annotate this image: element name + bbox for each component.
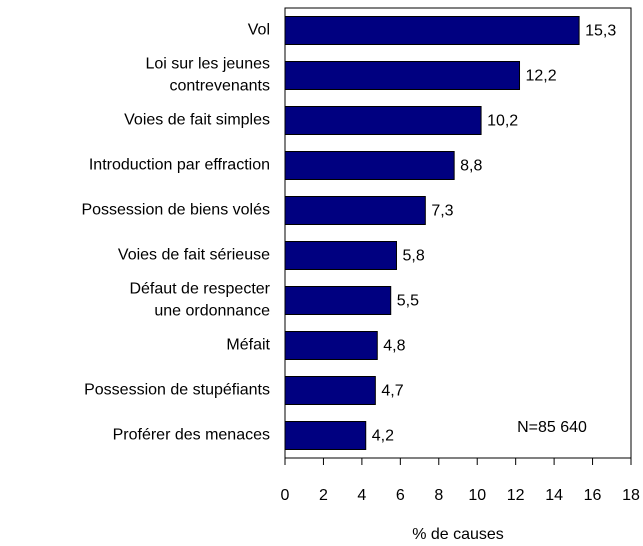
y-tick-label: Défaut de respecter une ordonnance — [129, 281, 270, 320]
x-tick-label: 12 — [507, 487, 525, 504]
bar — [284, 421, 367, 450]
data-label: 4,2 — [372, 428, 394, 445]
x-tick-label: 4 — [357, 487, 366, 504]
y-tick-label: Possession de biens volés — [81, 202, 270, 219]
bar — [284, 196, 426, 225]
data-label: 4,8 — [383, 338, 405, 355]
bar — [284, 16, 580, 45]
x-tick-label: 0 — [281, 487, 290, 504]
y-tick-label: Voies de fait sérieuse — [118, 247, 270, 264]
data-label: 10,2 — [487, 113, 518, 130]
bar — [284, 241, 397, 270]
data-label: 12,2 — [526, 68, 557, 85]
x-tick-label: 18 — [622, 487, 640, 504]
data-label: 15,3 — [585, 23, 616, 40]
bar — [284, 376, 376, 405]
data-label: 8,8 — [460, 158, 482, 175]
bar — [284, 106, 482, 135]
x-tick-label: 8 — [434, 487, 443, 504]
x-tick-label: 2 — [319, 487, 328, 504]
data-label: 7,3 — [431, 203, 453, 220]
y-tick-label: Proférer des menaces — [113, 427, 270, 444]
y-tick-label: Loi sur les jeunes contrevenants — [145, 56, 270, 95]
x-axis-title: % de causes — [412, 526, 504, 543]
data-label: 4,7 — [381, 383, 403, 400]
bar — [284, 331, 378, 360]
x-tick-label: 14 — [545, 487, 563, 504]
y-tick-label: Possession de stupéfiants — [84, 382, 270, 399]
y-tick-label: Voies de fait simples — [124, 112, 270, 129]
x-tick-label: 6 — [396, 487, 405, 504]
data-label: 5,8 — [402, 248, 424, 265]
bar — [284, 151, 455, 180]
plot-frame — [284, 7, 632, 459]
x-tick-label: 16 — [584, 487, 602, 504]
y-tick-label: Vol — [248, 22, 270, 39]
y-tick-label: Introduction par effraction — [89, 157, 270, 174]
bar — [284, 61, 521, 90]
bar — [284, 286, 392, 315]
annotation: N=85 640 — [517, 419, 587, 436]
data-label: 5,5 — [397, 293, 419, 310]
x-tick-label: 10 — [468, 487, 486, 504]
y-tick-label: Méfait — [226, 337, 270, 354]
